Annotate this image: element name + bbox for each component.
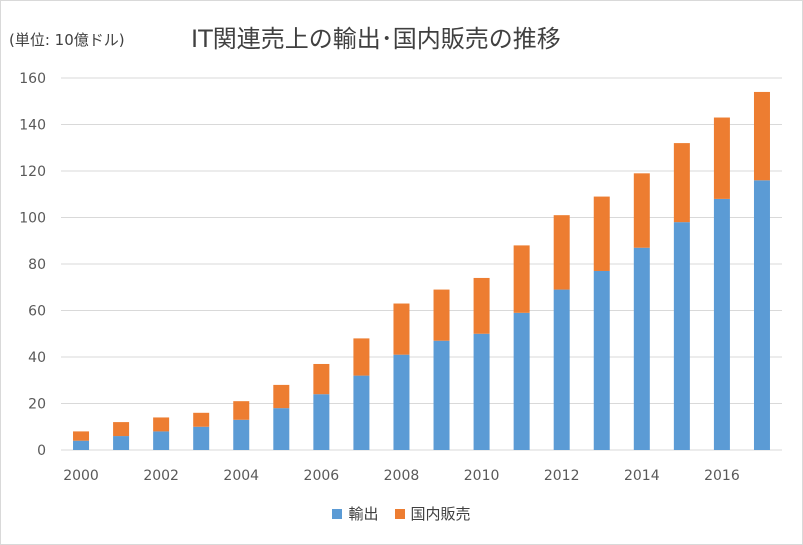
bar-domestic-2007 xyxy=(353,338,370,376)
bar-domestic-2003 xyxy=(193,412,210,427)
bar-domestic-2005 xyxy=(273,384,290,409)
x-tick-label: 2014 xyxy=(624,468,660,484)
bar-domestic-2011 xyxy=(513,245,530,313)
bar-domestic-2000 xyxy=(73,431,90,441)
bar-domestic-2015 xyxy=(673,143,690,223)
y-tick-label: 160 xyxy=(19,71,46,87)
bar-export-2006 xyxy=(313,394,330,450)
bar-export-2007 xyxy=(353,375,370,450)
bar-export-2014 xyxy=(633,247,650,450)
bar-domestic-2002 xyxy=(153,417,170,432)
bar-domestic-2016 xyxy=(713,117,730,199)
bar-export-2005 xyxy=(273,408,290,450)
bar-domestic-2006 xyxy=(313,363,330,395)
legend-label-domestic: 国内販売 xyxy=(410,505,471,523)
y-tick-label: 100 xyxy=(19,211,46,227)
x-tick-label: 2012 xyxy=(544,468,580,484)
bar-export-2016 xyxy=(713,198,730,450)
bar-export-2002 xyxy=(153,431,170,450)
bar-export-2017 xyxy=(753,180,770,451)
y-tick-label: 0 xyxy=(37,443,46,459)
x-tick-label: 2002 xyxy=(143,468,179,484)
bar-export-2000 xyxy=(73,440,90,450)
unit-label: (単位: 10億ドル) xyxy=(9,31,125,49)
legend-item-export: 輸出 xyxy=(332,503,379,524)
bar-export-2003 xyxy=(193,426,210,450)
legend: 輸出 国内販売 xyxy=(1,503,802,524)
bar-domestic-2010 xyxy=(473,277,490,334)
bar-domestic-2001 xyxy=(113,422,130,437)
x-tick-label: 2010 xyxy=(464,468,500,484)
bar-domestic-2009 xyxy=(433,289,450,341)
bar-export-2004 xyxy=(233,419,250,450)
bar-domestic-2012 xyxy=(553,215,570,290)
legend-item-domestic: 国内販売 xyxy=(394,503,471,524)
y-tick-label: 80 xyxy=(28,257,46,273)
y-tick-label: 20 xyxy=(28,397,46,413)
bar-export-2001 xyxy=(113,436,130,450)
bar-export-2009 xyxy=(433,340,450,450)
x-tick-label: 2006 xyxy=(304,468,340,484)
x-tick-label: 2004 xyxy=(223,468,259,484)
y-tick-label: 120 xyxy=(19,164,46,180)
bar-domestic-2017 xyxy=(753,91,770,181)
bar-export-2015 xyxy=(673,222,690,450)
bar-domestic-2013 xyxy=(593,196,610,271)
y-tick-label: 60 xyxy=(28,304,46,320)
bar-export-2008 xyxy=(393,354,410,450)
y-tick-label: 140 xyxy=(19,118,46,134)
bar-export-2013 xyxy=(593,270,610,450)
bar-domestic-2004 xyxy=(233,401,250,420)
bar-domestic-2008 xyxy=(393,303,410,355)
bar-export-2010 xyxy=(473,333,490,450)
legend-label-export: 輸出 xyxy=(348,505,379,523)
y-tick-label: 40 xyxy=(28,350,46,366)
bar-domestic-2014 xyxy=(633,173,650,248)
x-tick-label: 2000 xyxy=(63,468,99,484)
x-tick-label: 2008 xyxy=(384,468,420,484)
legend-swatch-export xyxy=(332,508,343,519)
legend-swatch-domestic xyxy=(394,508,405,519)
bar-export-2012 xyxy=(553,289,570,450)
chart-title: IT関連売上の輸出･国内販売の推移 xyxy=(191,25,561,53)
bar-export-2011 xyxy=(513,312,530,450)
x-tick-label: 2016 xyxy=(704,468,740,484)
